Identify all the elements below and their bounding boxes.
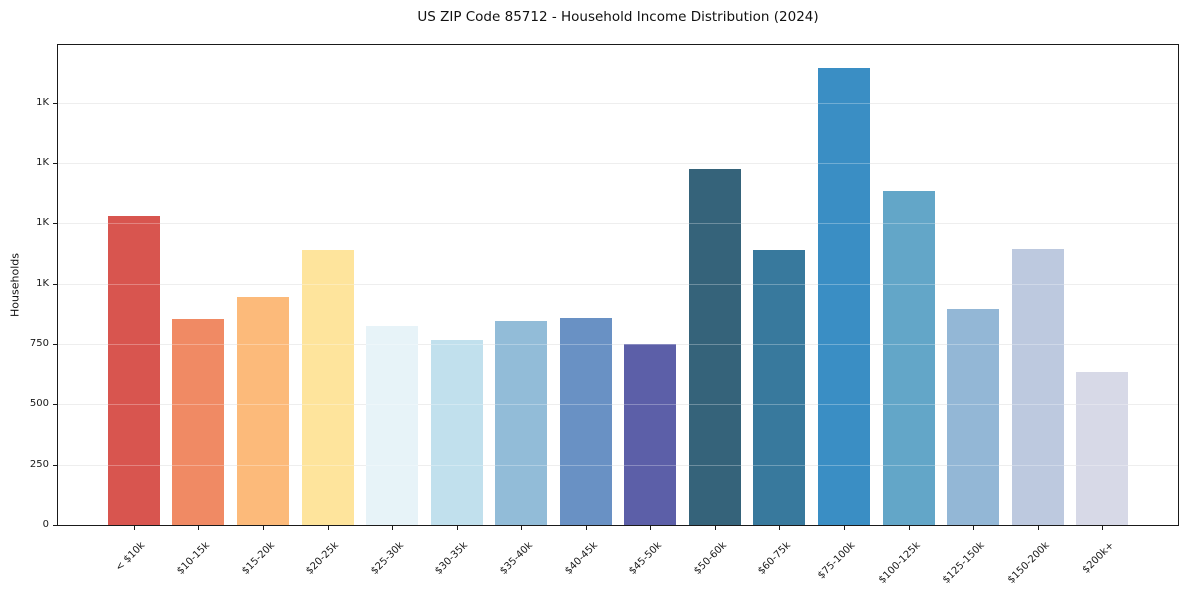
x-tick-mark <box>1102 526 1104 530</box>
y-tick-label: 1K <box>36 277 49 289</box>
x-tick-mark <box>456 526 458 530</box>
bar-20-25k <box>301 250 354 525</box>
bar-35-40k <box>495 321 548 525</box>
x-tick-mark <box>1037 526 1039 530</box>
x-tick-mark <box>650 526 652 530</box>
gridline <box>58 102 1178 104</box>
bar-30-35k <box>430 340 483 525</box>
y-tick-mark <box>53 525 57 526</box>
x-tick-mark <box>327 526 329 530</box>
y-tick-mark <box>53 344 57 346</box>
x-tick-mark <box>714 526 716 530</box>
gridline <box>58 344 1178 346</box>
bar-10-15k <box>172 318 225 525</box>
x-tick-mark <box>521 526 523 530</box>
bar-60-75k <box>753 250 806 525</box>
bar-50-60k <box>688 169 741 525</box>
bar-125-150k <box>947 309 1000 525</box>
gridline-overlay <box>58 102 1178 104</box>
chart-title: US ZIP Code 85712 - Household Income Dis… <box>417 9 819 25</box>
y-tick-label: 1K <box>36 217 49 229</box>
x-tick-mark <box>779 526 781 530</box>
x-tick-mark <box>843 526 845 530</box>
y-tick-label: 0 <box>42 519 49 530</box>
bar-200k <box>1076 371 1129 525</box>
bar-15-20k <box>237 297 289 525</box>
y-tick-label: 500 <box>29 398 49 410</box>
bar-25-30k <box>366 326 419 525</box>
gridline-overlay <box>58 163 1178 165</box>
bar-100-125k <box>882 190 935 525</box>
y-tick-mark <box>53 102 57 104</box>
bar-150-200k <box>1011 248 1064 525</box>
x-tick-mark <box>973 526 975 530</box>
y-tick-label: 1K <box>36 96 49 108</box>
bar-40-45k <box>559 317 612 525</box>
y-tick-mark <box>53 464 57 466</box>
bar-75-100k <box>817 67 870 525</box>
gridline-overlay <box>58 464 1178 466</box>
y-tick-label: 1K <box>36 157 49 169</box>
y-tick-label: 750 <box>29 338 49 350</box>
gridline <box>58 223 1178 225</box>
gridline <box>58 464 1178 466</box>
x-tick-mark <box>908 526 910 530</box>
gridline <box>58 404 1178 406</box>
x-tick-mark <box>585 526 587 530</box>
bar-10k <box>107 216 160 525</box>
gridline-overlay <box>58 283 1178 285</box>
gridline-overlay <box>58 223 1178 225</box>
plot-area <box>57 44 1179 526</box>
gridline <box>58 163 1178 165</box>
x-tick-label: $200k+ <box>1080 540 1116 576</box>
bar-45-50k <box>624 344 677 525</box>
y-tick-label: 250 <box>29 458 49 470</box>
gridline-overlay <box>58 344 1178 346</box>
gridline <box>58 283 1178 285</box>
y-tick-mark <box>53 404 57 406</box>
x-tick-mark <box>392 526 394 530</box>
x-tick-mark <box>133 526 135 530</box>
y-tick-mark <box>53 283 57 285</box>
x-tick-mark <box>198 526 200 530</box>
x-tick-mark <box>263 526 264 530</box>
y-tick-mark <box>53 163 57 165</box>
y-tick-mark <box>53 223 57 225</box>
gridline-overlay <box>58 404 1178 406</box>
